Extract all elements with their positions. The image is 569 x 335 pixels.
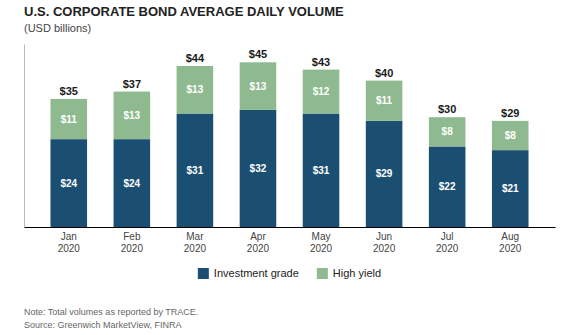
legend-swatch xyxy=(198,268,209,279)
legend-swatch xyxy=(317,268,328,279)
bar xyxy=(177,66,214,114)
total-label: $43 xyxy=(312,56,330,68)
data-label: $13 xyxy=(123,110,140,121)
x-tick-label: Mar2020 xyxy=(184,231,207,254)
bar xyxy=(240,110,277,227)
bar xyxy=(240,62,277,110)
data-label: $13 xyxy=(187,84,204,95)
total-label: $45 xyxy=(249,48,267,60)
data-label: $31 xyxy=(187,165,204,176)
bar xyxy=(177,114,214,227)
x-tick: Mar2020 xyxy=(184,227,207,254)
data-label: $29 xyxy=(376,168,393,179)
data-label: $8 xyxy=(505,130,517,141)
chart: U.S. CORPORATE BOND AVERAGE DAILY VOLUME… xyxy=(0,0,569,335)
x-tick-label: Jun2020 xyxy=(373,231,396,254)
legend-label: High yield xyxy=(333,267,381,279)
data-label: $12 xyxy=(313,86,330,97)
data-label: $31 xyxy=(313,165,330,176)
data-labels: $24 $24 $31 $32 $31 $29 $22 $21 $11 $13 $13 $13 $12 $… xyxy=(60,48,520,194)
bar xyxy=(50,99,87,139)
x-tick: Jun2020 xyxy=(373,227,396,254)
total-label: $44 xyxy=(186,52,205,64)
plot: $24 $24 $31 $32 $31 $29 $22 $21 $11 $13 $13 $13 $12 $… xyxy=(25,45,556,254)
bar xyxy=(366,81,403,121)
data-label: $24 xyxy=(123,178,140,189)
x-tick: Jul2020 xyxy=(436,227,459,254)
legend-item: High yield xyxy=(317,267,381,279)
bar xyxy=(50,139,87,227)
data-label: $21 xyxy=(502,183,519,194)
series-bars xyxy=(50,62,528,150)
subtitle: (USD billions) xyxy=(24,22,91,34)
bar xyxy=(366,121,403,227)
y-axis xyxy=(24,45,25,228)
bar xyxy=(429,146,466,227)
x-tick: Apr2020 xyxy=(247,227,270,254)
x-tick-label: Aug2020 xyxy=(499,231,522,254)
x-axis: Jan2020 Feb2020 Mar2020 Apr2020 May2020 Jun20… xyxy=(25,227,556,254)
x-tick-label: Feb2020 xyxy=(121,231,144,254)
total-label: $40 xyxy=(375,67,393,79)
legend-label: Investment grade xyxy=(214,267,299,279)
note: Source: Greenwich MarketView, FINRA xyxy=(24,320,181,330)
x-tick: Aug2020 xyxy=(499,227,522,254)
bar xyxy=(303,114,340,227)
x-tick-label: Apr2020 xyxy=(247,231,270,254)
data-label: $13 xyxy=(250,81,267,92)
y-axis-line xyxy=(24,45,25,228)
bar xyxy=(492,121,529,150)
x-tick: May2020 xyxy=(310,227,333,254)
total-label: $37 xyxy=(123,78,141,90)
note: Note: Total volumes as reported by TRACE… xyxy=(24,307,198,317)
x-tick-label: May2020 xyxy=(310,231,333,254)
bars xyxy=(50,62,528,227)
title: U.S. CORPORATE BOND AVERAGE DAILY VOLUME xyxy=(24,4,344,19)
data-label: $24 xyxy=(60,178,77,189)
bar xyxy=(492,150,529,227)
total-label: $29 xyxy=(501,107,519,119)
data-label: $11 xyxy=(376,95,393,106)
data-label: $32 xyxy=(250,163,267,174)
data-label: $8 xyxy=(442,126,454,137)
x-tick-label: Jul2020 xyxy=(436,231,459,254)
legend-item: Investment grade xyxy=(198,267,299,279)
legend: Investment grade High yield xyxy=(198,267,381,279)
total-label: $35 xyxy=(60,85,78,97)
bar xyxy=(429,117,466,146)
x-tick: Jan2020 xyxy=(58,227,81,254)
bar xyxy=(114,92,151,140)
x-axis-line xyxy=(25,227,556,228)
bar xyxy=(114,139,151,227)
data-label: $11 xyxy=(61,114,78,125)
data-label: $22 xyxy=(439,181,456,192)
x-tick-label: Jan2020 xyxy=(58,231,81,254)
bar xyxy=(303,70,340,114)
x-tick: Feb2020 xyxy=(121,227,144,254)
total-label: $30 xyxy=(438,103,456,115)
